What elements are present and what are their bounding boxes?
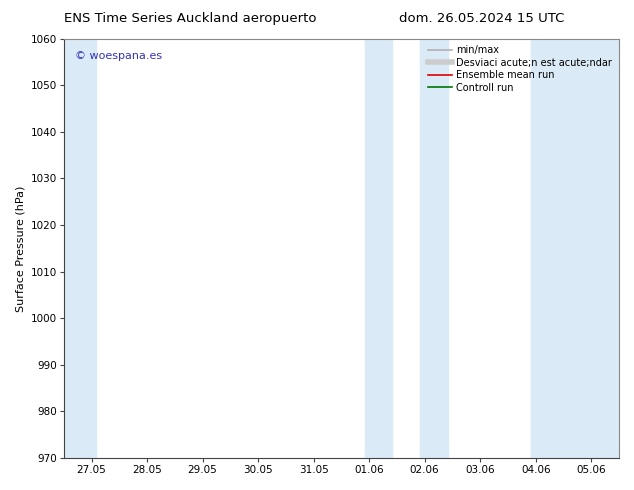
Bar bbox=[420, 39, 448, 458]
Bar bbox=[531, 39, 619, 458]
Legend: min/max, Desviaci acute;n est acute;ndar, Ensemble mean run, Controll run: min/max, Desviaci acute;n est acute;ndar… bbox=[424, 42, 616, 97]
Text: © woespana.es: © woespana.es bbox=[75, 51, 162, 61]
Y-axis label: Surface Pressure (hPa): Surface Pressure (hPa) bbox=[15, 185, 25, 312]
Bar bbox=[64, 39, 96, 458]
Text: ENS Time Series Auckland aeropuerto: ENS Time Series Auckland aeropuerto bbox=[64, 12, 316, 25]
Text: dom. 26.05.2024 15 UTC: dom. 26.05.2024 15 UTC bbox=[399, 12, 564, 25]
Bar bbox=[365, 39, 392, 458]
